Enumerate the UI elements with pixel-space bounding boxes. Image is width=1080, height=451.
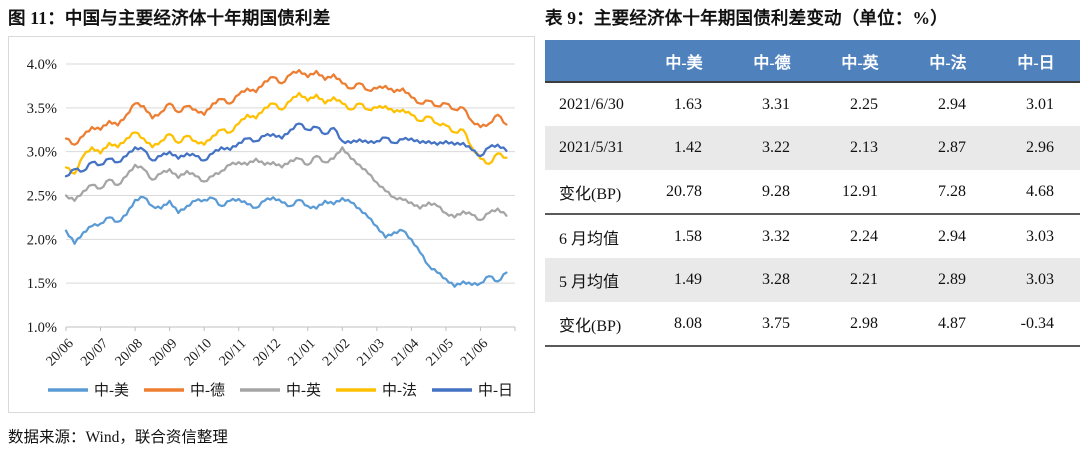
column-header: 中-英	[816, 40, 904, 83]
cell-value: 2.96	[992, 126, 1080, 170]
cell-value: 3.03	[1026, 227, 1054, 245]
line-chart: 4.0% 3.5% 3.0% 2.5% 2.0% 1.5% 1.0% 20/06 20/07 20…	[8, 36, 535, 413]
cell-value: 9.28	[728, 170, 816, 215]
series-line-cn-jp	[64, 122, 508, 178]
x-axis-label: 21/05	[424, 336, 457, 369]
x-axis-label: 20/12	[251, 336, 284, 369]
table-title: 表 9：主要经济体十年期国债利差变动（单位：%）	[545, 8, 948, 28]
y-axis-label: 1.5%	[27, 276, 57, 292]
table-row: 5 月均值 1.49 3.28 2.21 2.89 3.03	[545, 258, 1080, 302]
cell-value: 2.25	[850, 95, 878, 113]
cell-value: 2.98	[816, 302, 904, 347]
column-header: 中-法	[904, 40, 992, 83]
cell-value: 3.28	[728, 258, 816, 302]
legend-label-cn-fr: 中-法	[382, 382, 417, 399]
cell-value: 4.87	[904, 302, 992, 347]
x-axis-label: 20/11	[217, 336, 250, 369]
cell-value: 3.31	[762, 95, 790, 113]
legend-label-cn-uk: 中-英	[286, 381, 321, 399]
line-chart-canvas: 4.0%3.5%3.0%2.5%2.0%1.5%1.0%20/06 20/07 20…	[27, 57, 516, 399]
column-header: 中-日	[992, 40, 1080, 83]
series-line-cn-us	[64, 195, 508, 288]
cell-value: 12.91	[816, 170, 904, 215]
x-axis-label: 20/06	[44, 336, 77, 369]
legend-label-cn-us: 中-美	[94, 382, 129, 399]
cell-value: 2.87	[904, 126, 992, 170]
cell-value: 3.75	[728, 302, 816, 347]
cell-value: 3.01	[1026, 95, 1054, 113]
y-axis-label: 4.0%	[27, 57, 57, 73]
cell-value: 2.21	[816, 258, 904, 302]
cell-value: 7.28	[904, 170, 992, 215]
row-label: 6 月均值	[559, 230, 620, 248]
header-row: 中-美 中-德 中-英 中-法 中-日	[545, 40, 1080, 83]
cell-value: 1.49	[640, 258, 728, 302]
cell-value: 3.22	[728, 126, 816, 170]
table-row: 6 月均值 1.58 3.32 2.24 2.94 3.03	[545, 214, 1080, 258]
y-axis-label: 3.5%	[27, 101, 57, 117]
data-source-note: 数据来源：Wind，联合资信整理	[8, 429, 228, 446]
row-label: 5 月均值	[545, 258, 640, 302]
y-axis-label: 2.0%	[27, 232, 57, 248]
cell-value: 4.68	[992, 170, 1080, 215]
column-header: 中-美	[640, 40, 728, 83]
header-label-col	[545, 40, 640, 83]
table-body: 2021/6/30 1.63 3.31 2.25 2.94 3.01 2021/5/31 1.…	[545, 82, 1080, 347]
table-header: 中-美 中-德 中-英 中-法 中-日	[545, 40, 1080, 83]
series-line-cn-uk	[64, 146, 508, 222]
cell-value: 1.42	[640, 126, 728, 170]
x-axis-label: 21/06	[458, 336, 491, 369]
table-row: 变化(BP) 8.08 3.75 2.98 4.87 -0.34	[545, 302, 1080, 347]
cell-value: -0.34	[992, 302, 1080, 347]
cell-value: 2.89	[904, 258, 992, 302]
x-axis-label: 20/08	[113, 336, 146, 369]
row-label: 变化(BP)	[545, 302, 640, 347]
series-line-cn-de	[64, 68, 508, 146]
x-axis-label: 21/03	[355, 336, 388, 369]
y-axis-label: 1.0%	[27, 320, 57, 336]
x-axis-label: 21/04	[389, 336, 422, 369]
legend-label-cn-de: 中-德	[190, 381, 225, 399]
cell-value: 2.94	[938, 95, 966, 113]
spread-table: 中-美 中-德 中-英 中-法 中-日 2021/6/30 1.63 3.31 2.25 2.9…	[545, 40, 1080, 347]
table-row: 变化(BP) 20.78 9.28 12.91 7.28 4.68	[545, 170, 1080, 215]
legend-label-cn-jp: 中-日	[478, 382, 513, 399]
row-label: 2021/6/30	[559, 95, 624, 113]
cell-value: 1.63	[674, 95, 702, 113]
series-line-cn-fr	[64, 91, 508, 175]
table-row: 2021/6/30 1.63 3.31 2.25 2.94 3.01	[545, 82, 1080, 126]
x-axis-label: 21/02	[320, 336, 353, 369]
cell-value: 3.32	[762, 227, 790, 245]
cell-value: 2.13	[816, 126, 904, 170]
cell-value: 3.03	[992, 258, 1080, 302]
column-header: 中-德	[728, 40, 816, 83]
cell-value: 20.78	[640, 170, 728, 215]
cell-value: 2.24	[850, 227, 878, 245]
x-axis-label: 21/01	[285, 336, 318, 369]
table-row: 2021/5/31 1.42 3.22 2.13 2.87 2.96	[545, 126, 1080, 170]
x-axis-label: 20/07	[78, 336, 111, 369]
cell-value: 1.58	[674, 227, 702, 245]
figure-title: 图 11：中国与主要经济体十年期国债利差	[8, 8, 331, 28]
y-axis-label: 2.5%	[27, 189, 57, 205]
x-axis-label: 20/09	[147, 336, 180, 369]
x-axis-label: 20/10	[182, 336, 215, 369]
cell-value: 8.08	[640, 302, 728, 347]
y-axis-label: 3.0%	[27, 145, 57, 161]
row-label: 2021/5/31	[545, 126, 640, 170]
cell-value: 2.94	[938, 227, 966, 245]
row-label: 变化(BP)	[545, 170, 640, 215]
